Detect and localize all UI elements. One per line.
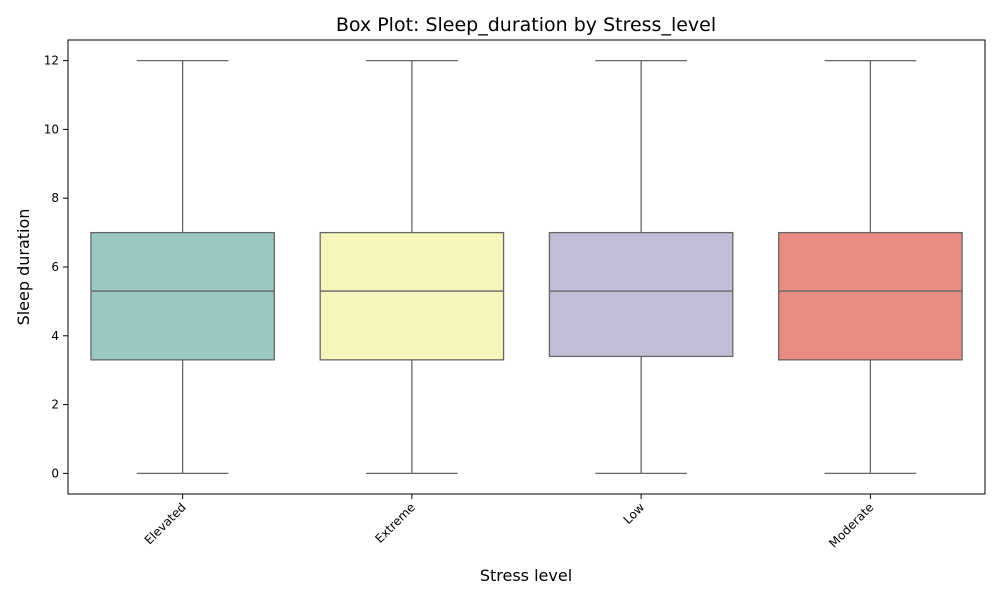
y-axis-title: Sleep duration [14, 209, 33, 326]
chart-title: Box Plot: Sleep_duration by Stress_level [336, 14, 716, 36]
y-tick-label: 12 [44, 54, 59, 68]
y-tick-label: 8 [51, 191, 59, 205]
box-extreme [319, 231, 505, 361]
y-tick-label: 0 [51, 466, 59, 480]
x-axis-title: Stress level [480, 566, 572, 585]
y-tick-label: 10 [44, 122, 59, 136]
y-tick-label: 2 [51, 398, 59, 412]
y-tick-label: 4 [51, 329, 59, 343]
x-tick-label: Moderate [826, 500, 876, 550]
x-tick-label: Low [621, 500, 648, 527]
box-elevated [90, 231, 275, 361]
box-moderate [778, 231, 963, 361]
box-low [548, 231, 734, 358]
y-tick-label: 6 [51, 260, 59, 274]
x-tick-label: Elevated [142, 500, 189, 547]
x-tick-label: Extreme [372, 500, 418, 546]
